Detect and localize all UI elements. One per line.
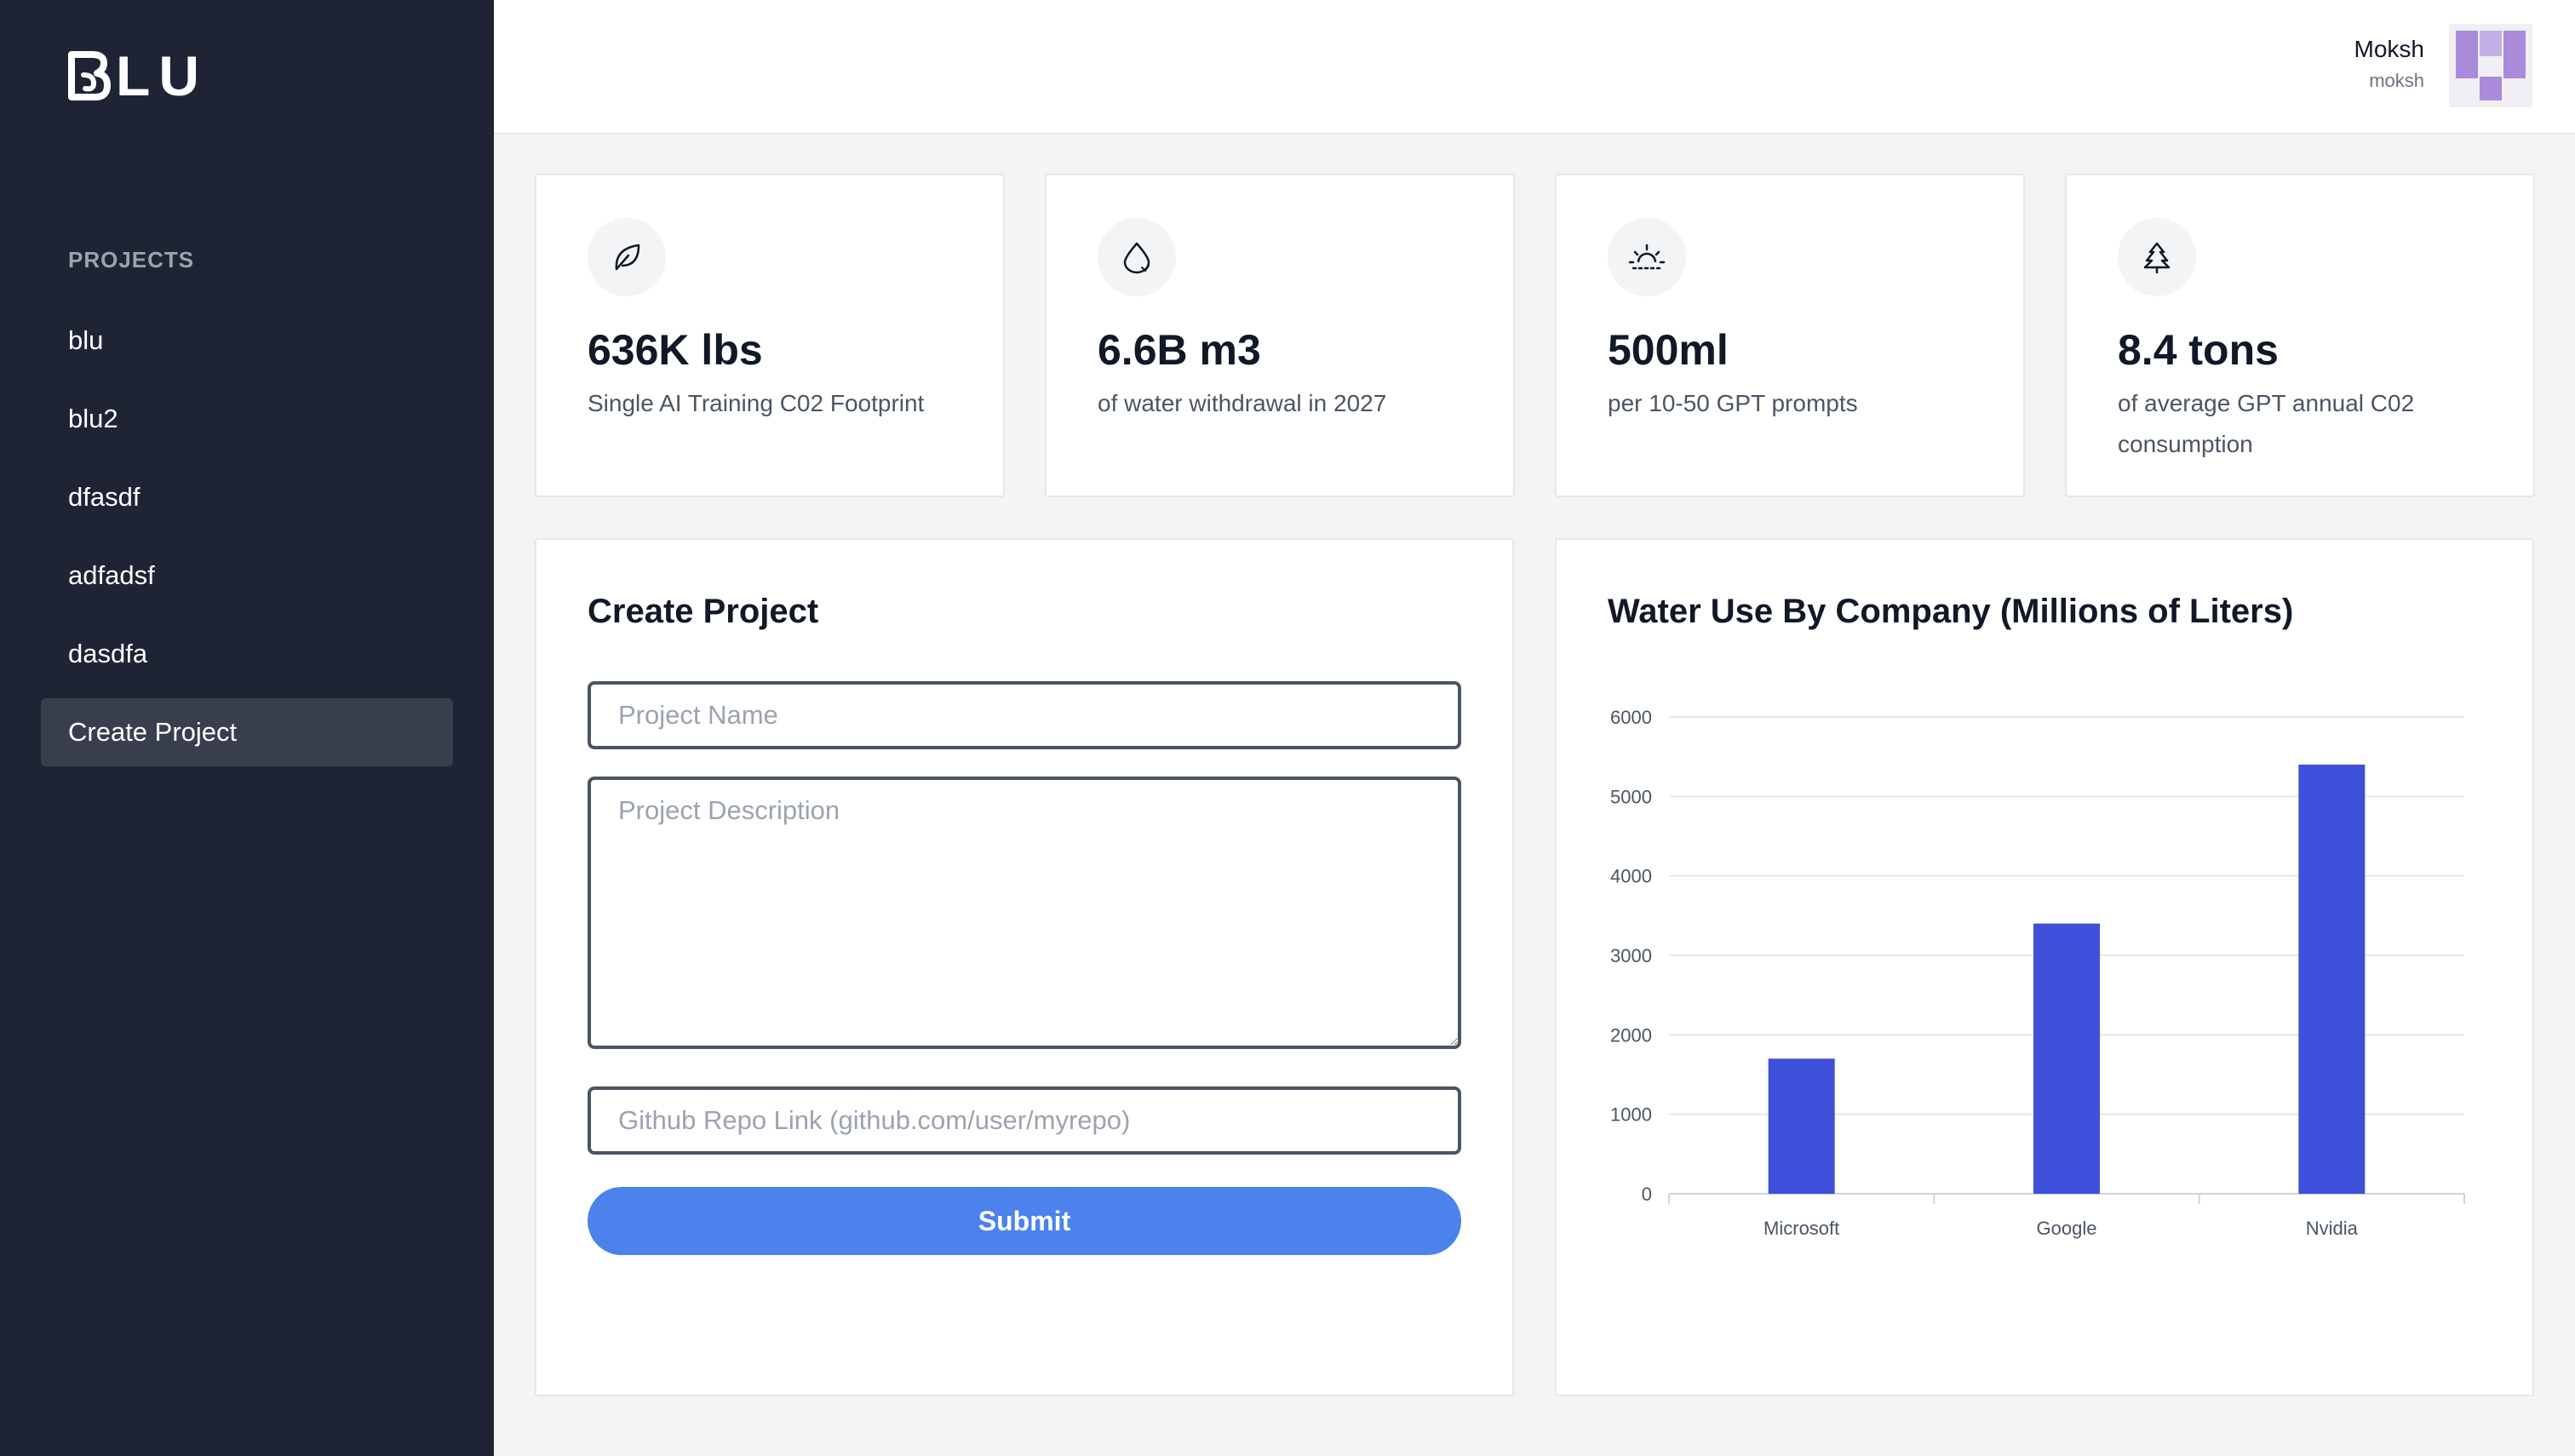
stat-card-gpt-annual-co2: 8.4 tons of average GPT annual C02 consu… bbox=[2065, 174, 2535, 497]
sidebar-item-dasdfa[interactable]: dasdfa bbox=[68, 639, 148, 668]
leaf-icon bbox=[615, 244, 640, 271]
user-handle: moksh bbox=[2369, 70, 2424, 91]
y-tick-label: 4000 bbox=[1610, 866, 1652, 887]
y-tick-label: 2000 bbox=[1610, 1024, 1652, 1046]
logo[interactable]: LU bbox=[66, 48, 208, 104]
stat-description: per 10-50 GPT prompts bbox=[1608, 390, 1858, 416]
sidebar-item-adfadsf[interactable]: adfadsf bbox=[68, 560, 155, 590]
stat-value: 6.6B m3 bbox=[1098, 326, 1261, 374]
stat-value: 636K lbs bbox=[588, 326, 763, 374]
stat-description: of average GPT annual C02 consumption bbox=[2118, 390, 2415, 457]
stat-description: Single AI Training C02 Footprint bbox=[588, 390, 925, 416]
stat-description: of water withdrawal in 2027 bbox=[1098, 390, 1387, 416]
stat-icon-badge bbox=[1608, 218, 1686, 296]
identicon-icon bbox=[2456, 31, 2526, 100]
user-name: Moksh bbox=[2354, 36, 2424, 62]
logo-b-icon bbox=[68, 51, 111, 100]
tree-icon bbox=[2143, 242, 2171, 274]
y-tick-label: 1000 bbox=[1610, 1104, 1652, 1126]
x-tick-label: Nvidia bbox=[2306, 1218, 2359, 1239]
stat-value: 8.4 tons bbox=[2118, 326, 2279, 374]
sidebar: LU PROJECTS blu blu2 dfasdf adfadsf dasd… bbox=[0, 0, 494, 1456]
stat-icon-badge bbox=[1098, 218, 1176, 296]
top-bar: Moksh moksh bbox=[494, 0, 2575, 135]
stat-value: 500ml bbox=[1608, 326, 1729, 374]
project-description-input[interactable] bbox=[588, 777, 1461, 1049]
water-use-bar-chart: 0 1000 2000 3000 4000 5000 6000 Microsoft Google… bbox=[1610, 707, 2465, 1239]
y-tick-label: 3000 bbox=[1610, 945, 1652, 966]
sidebar-item-blu[interactable]: blu bbox=[68, 325, 104, 355]
submit-button[interactable]: Submit bbox=[588, 1187, 1461, 1255]
github-repo-input[interactable] bbox=[588, 1086, 1461, 1155]
bar-microsoft[interactable] bbox=[1768, 1058, 1835, 1194]
sidebar-item-blu2[interactable]: blu2 bbox=[68, 404, 118, 433]
bar-nvidia[interactable] bbox=[2298, 765, 2366, 1194]
y-tick-label: 6000 bbox=[1610, 707, 1652, 728]
bar-google[interactable] bbox=[2033, 923, 2100, 1194]
stat-card-gpt-prompts: 500ml per 10-50 GPT prompts bbox=[1555, 174, 2025, 497]
stat-icon-badge bbox=[2118, 218, 2196, 296]
project-nav: blu blu2 dfasdf adfadsf dasdfa Create Pr… bbox=[41, 307, 453, 777]
x-tick-label: Microsoft bbox=[1764, 1218, 1839, 1239]
sunrise-icon bbox=[1628, 244, 1666, 270]
logo-text: LU bbox=[116, 44, 208, 107]
stat-card-water-withdrawal: 6.6B m3 of water withdrawal in 2027 bbox=[1045, 174, 1515, 497]
water-use-chart-panel: Water Use By Company (Millions of Liters… bbox=[1555, 538, 2534, 1396]
projects-section-label: PROJECTS bbox=[68, 247, 195, 272]
project-name-input[interactable] bbox=[588, 681, 1461, 749]
sidebar-item-create-project[interactable]: Create Project bbox=[41, 698, 453, 766]
chart-title: Water Use By Company (Millions of Liters… bbox=[1608, 593, 2294, 630]
water-drop-icon bbox=[1123, 242, 1150, 274]
x-tick-label: Google bbox=[2037, 1218, 2097, 1239]
y-tick-label: 5000 bbox=[1610, 786, 1652, 807]
sidebar-item-dfasdf[interactable]: dfasdf bbox=[68, 482, 141, 512]
avatar[interactable] bbox=[2449, 24, 2532, 107]
create-project-title: Create Project bbox=[588, 593, 819, 630]
create-project-panel: Create Project Submit bbox=[535, 538, 1514, 1396]
y-tick-label: 0 bbox=[1642, 1184, 1652, 1205]
stat-card-co2-training: 636K lbs Single AI Training C02 Footprin… bbox=[535, 174, 1005, 497]
stat-icon-badge bbox=[588, 218, 666, 296]
